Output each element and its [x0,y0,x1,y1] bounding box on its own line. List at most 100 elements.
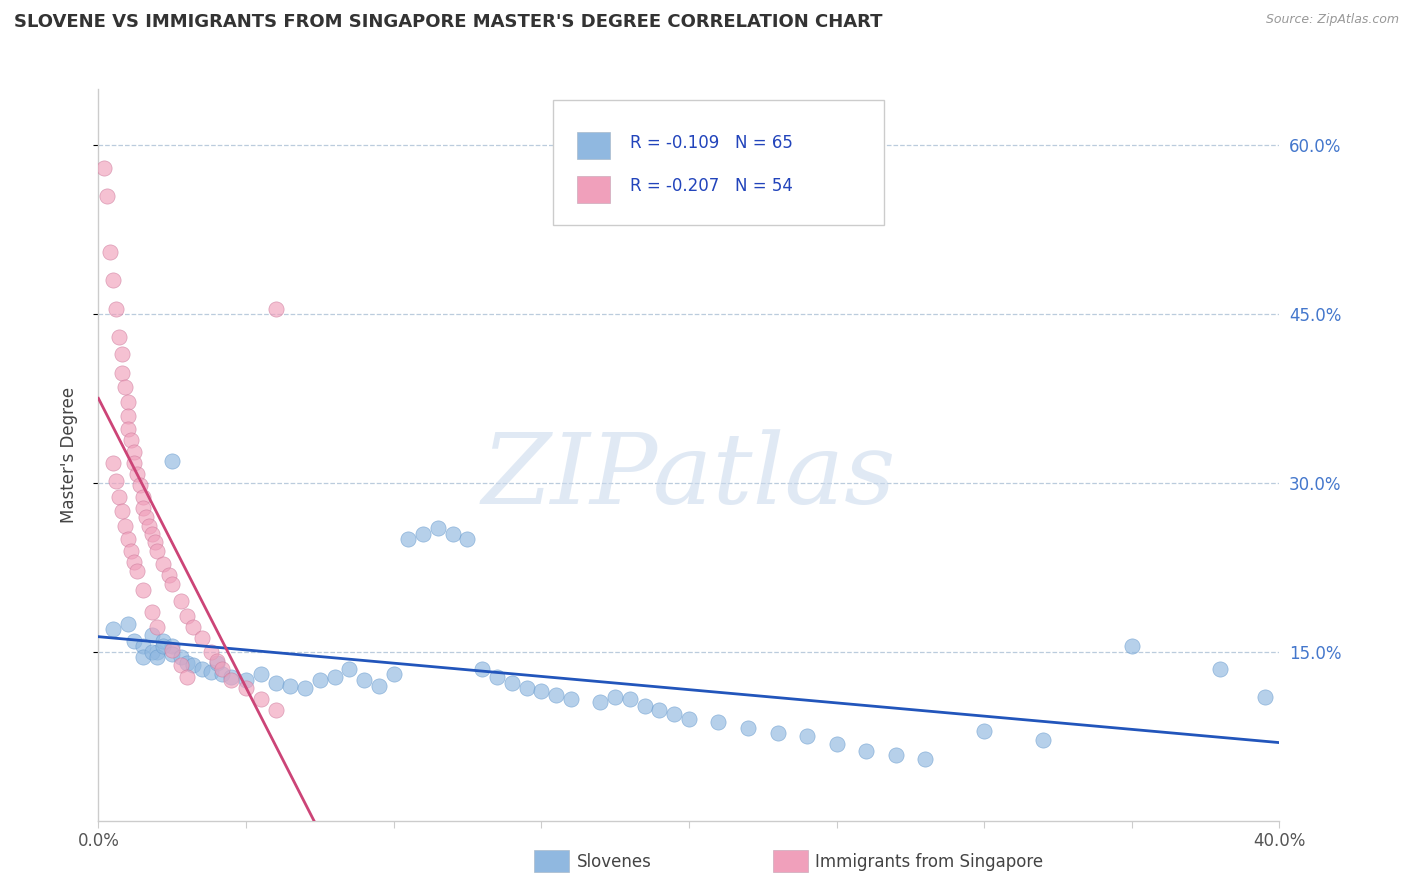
Point [530,684,553,698]
Point [264,703,287,717]
Point [108,490,131,504]
Point [619,692,641,706]
Point [141,628,163,642]
Point [125,564,148,578]
Point [128,478,150,492]
Point [427,521,450,535]
Point [125,467,148,481]
Point [205,656,228,670]
FancyBboxPatch shape [553,100,884,225]
Point [132,650,155,665]
Point [181,658,204,673]
Point [170,650,193,665]
Point [93,161,115,175]
FancyBboxPatch shape [576,132,610,159]
Point [219,673,242,687]
Point [132,582,155,597]
Point [855,744,877,758]
Point [737,722,759,736]
Point [111,346,134,360]
Point [105,301,128,316]
Text: Immigrants from Singapore: Immigrants from Singapore [815,853,1043,871]
Point [176,656,198,670]
Point [152,557,174,571]
Text: Source: ZipAtlas.com: Source: ZipAtlas.com [1265,13,1399,27]
Point [122,444,145,458]
Point [589,696,612,710]
Point [105,474,128,488]
Point [648,703,671,717]
Text: R = -0.207   N = 54: R = -0.207 N = 54 [630,178,793,195]
Point [471,662,494,676]
Point [353,673,375,687]
Point [766,726,789,740]
Point [200,665,222,679]
Point [264,301,287,316]
Point [108,330,131,344]
Point [117,616,139,631]
Point [456,533,478,547]
Point [1254,690,1277,704]
Point [176,608,198,623]
Point [146,543,169,558]
Point [486,670,509,684]
Point [278,679,302,693]
Point [103,623,125,637]
Point [515,681,537,695]
Point [309,673,332,687]
Point [117,533,139,547]
Point [162,639,183,653]
Point [162,642,183,657]
Y-axis label: Master's Degree: Master's Degree [59,387,77,523]
Point [146,645,169,659]
Point [114,518,136,533]
Point [200,645,222,659]
Point [368,679,391,693]
Point [441,526,464,541]
Point [191,662,214,676]
Point [138,518,160,533]
Point [117,409,139,423]
Point [914,752,936,766]
Point [122,555,145,569]
Point [181,620,204,634]
Point [605,690,627,704]
Point [114,380,136,394]
Point [103,456,125,470]
Point [111,366,134,380]
Point [132,639,155,653]
Point [633,698,655,713]
Point [146,650,169,665]
Point [501,676,523,690]
Point [191,632,214,646]
Point [152,633,174,648]
Point [235,681,257,695]
Point [132,490,155,504]
Point [170,594,193,608]
Point [323,670,346,684]
Point [1032,732,1054,747]
Point [162,453,183,467]
Point [707,714,730,729]
Point [1209,662,1232,676]
Point [98,245,121,260]
Point [250,667,273,681]
Point [973,723,995,738]
Point [1121,639,1143,653]
Point [560,692,582,706]
Point [664,706,686,721]
Point [678,712,700,726]
Point [157,568,180,582]
Point [103,273,125,287]
Point [396,533,419,547]
Point [162,647,183,661]
Point [796,729,818,743]
Point [250,692,273,706]
Point [294,681,316,695]
Point [382,667,405,681]
Text: R = -0.109   N = 65: R = -0.109 N = 65 [630,134,793,152]
Point [132,500,155,515]
Point [117,422,139,436]
Point [235,673,257,687]
Point [211,662,233,676]
